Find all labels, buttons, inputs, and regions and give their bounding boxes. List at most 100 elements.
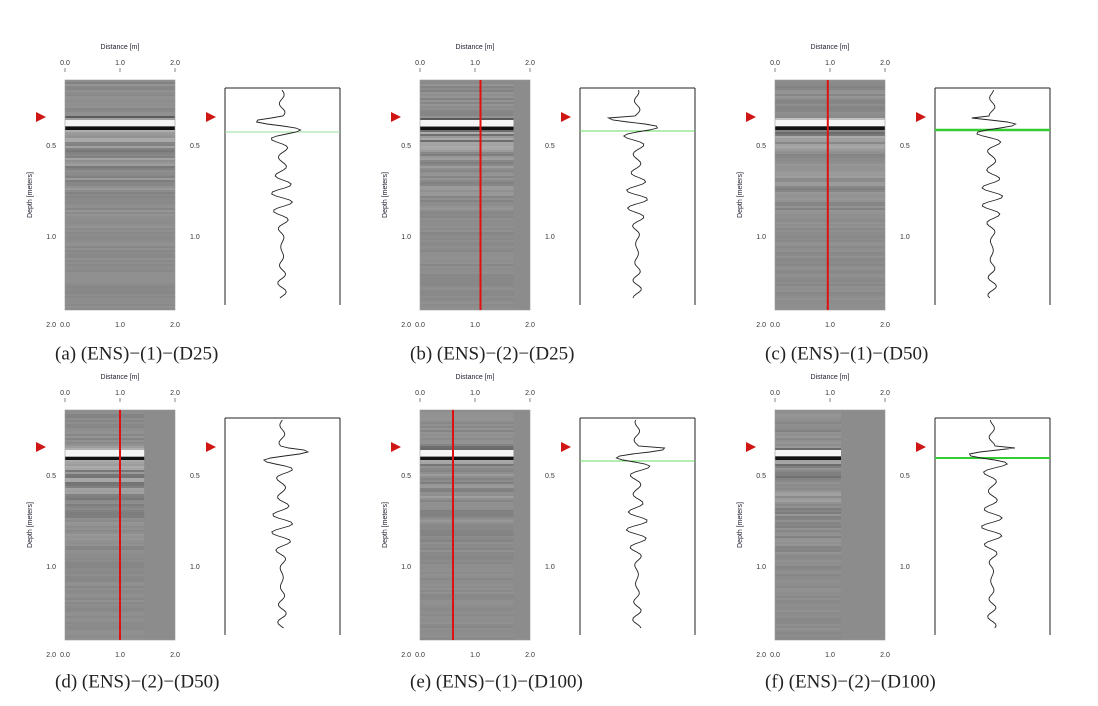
marker (206, 112, 216, 122)
radargram-band (420, 632, 514, 634)
radargram-band (420, 536, 514, 538)
radargram-band (420, 176, 514, 178)
radargram-band (420, 628, 514, 630)
y-tick-label: 0.5 (545, 143, 555, 150)
radargram-band (775, 550, 841, 552)
radargram-band (420, 620, 514, 622)
radargram-band (420, 434, 514, 436)
radargram-band (65, 88, 175, 90)
radargram-band (65, 616, 145, 618)
radargram-band (65, 164, 175, 166)
y-tick-label: 2.0 (756, 322, 766, 329)
radargram-band (775, 496, 841, 498)
radargram-band (65, 492, 145, 494)
radargram-band (420, 142, 514, 144)
radargram-band (420, 290, 514, 292)
radargram-band (420, 616, 514, 618)
radargram-band (420, 296, 514, 298)
radargram-band (775, 184, 885, 186)
radargram-band (775, 212, 885, 214)
radargram-band (65, 540, 145, 542)
radargram-band (420, 222, 514, 224)
caption: (c) (ENS)−(1)−(D50) (765, 343, 928, 364)
radargram-band (775, 526, 841, 528)
radargram-band (65, 138, 175, 140)
radargram-band (420, 140, 514, 142)
radargram-band (775, 562, 841, 564)
y-tick-label: 0.5 (190, 473, 200, 480)
radargram-band (65, 228, 175, 230)
trace (262, 419, 310, 629)
radargram-band (775, 596, 841, 598)
radargram-band (65, 574, 145, 576)
radargram-band (65, 494, 145, 496)
radargram-band (775, 142, 885, 144)
x-tick-label: 0.0 (770, 322, 780, 329)
radargram-band (775, 488, 841, 490)
radargram-band (775, 254, 885, 256)
x-tick-label: 1.0 (115, 652, 125, 659)
x-tick-label: 1.0 (825, 322, 835, 329)
y-tick-label: 0.5 (756, 143, 766, 150)
radargram-band (65, 110, 175, 112)
radargram-band (65, 528, 145, 530)
radargram-band (420, 416, 514, 418)
radargram-band (420, 494, 514, 496)
radargram-band (65, 496, 145, 498)
radargram-band (775, 246, 885, 248)
radargram-band (420, 232, 514, 234)
radargram-band (775, 474, 841, 476)
radargram-band (775, 114, 885, 116)
radargram-band (420, 570, 514, 572)
radargram-band (420, 254, 514, 256)
radargram-band (65, 114, 175, 116)
radargram-band (420, 624, 514, 626)
radargram-band (775, 484, 841, 486)
radargram-band (775, 154, 885, 156)
radargram-band (420, 278, 514, 280)
radargram-band (775, 530, 841, 532)
radargram-band (775, 506, 841, 508)
reflector (775, 120, 885, 126)
radargram-band (775, 540, 841, 542)
radargram-band (420, 548, 514, 550)
radargram-band (65, 212, 175, 214)
radargram-band (65, 198, 175, 200)
radargram-band (65, 246, 175, 248)
x-tick-label: 0.0 (770, 652, 780, 659)
radargram-band (65, 592, 145, 594)
radargram-band (420, 546, 514, 548)
radargram-band (65, 550, 145, 552)
radargram-band (775, 308, 885, 310)
radargram-band (775, 166, 885, 168)
radargram-band (420, 600, 514, 602)
radargram-band (420, 302, 514, 304)
radargram-band (775, 196, 885, 198)
radargram-band (420, 590, 514, 592)
radargram-band (65, 428, 145, 430)
radargram-band (65, 618, 145, 620)
y-tick-label: 0.5 (401, 143, 411, 150)
radargram-band (65, 274, 175, 276)
radargram-band (65, 538, 145, 540)
radargram-band (420, 136, 514, 138)
radargram-band (775, 592, 841, 594)
radargram-band (775, 230, 885, 232)
radargram-band (65, 286, 175, 288)
radargram-band (775, 174, 885, 176)
radargram-band (775, 412, 841, 414)
radargram-band (420, 596, 514, 598)
radargram-band (420, 90, 514, 92)
radargram-band (65, 422, 145, 424)
radargram-band (775, 110, 885, 112)
radargram-band (65, 170, 175, 172)
radargram-band (420, 150, 514, 152)
radargram-band (775, 614, 841, 616)
radargram-band (65, 620, 145, 622)
radargram-band (775, 208, 885, 210)
radargram-band (65, 96, 175, 98)
trace (971, 89, 1017, 299)
radargram-band (65, 262, 175, 264)
radargram-band (775, 178, 885, 180)
radargram-band (775, 140, 885, 142)
